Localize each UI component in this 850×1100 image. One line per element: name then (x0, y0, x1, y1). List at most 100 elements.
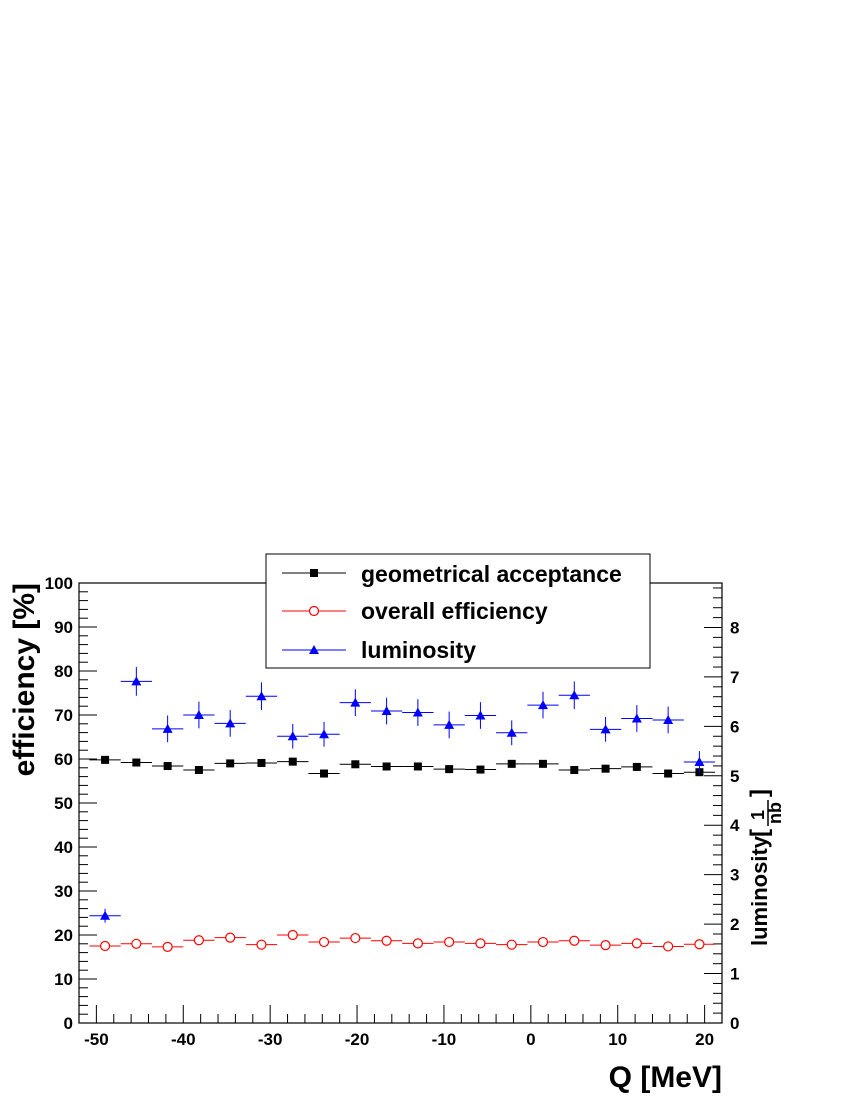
y-tick-label: 60 (54, 750, 73, 769)
data-point-efficiency (225, 932, 236, 943)
x-tick-label: -30 (258, 1030, 283, 1049)
data-point-acceptance (382, 762, 391, 771)
data-point-efficiency (162, 941, 173, 952)
data-point-luminosity (193, 710, 204, 719)
legend-marker-acceptance (310, 569, 318, 577)
data-point-efficiency (350, 932, 361, 944)
y-tick-label: 70 (54, 706, 73, 725)
y2-tick-label: 7 (730, 668, 739, 687)
y-tick-label: 90 (54, 618, 73, 637)
data-point-luminosity (506, 727, 517, 737)
y2-axis-label-main: luminosity (747, 835, 772, 946)
data-point-efficiency (537, 936, 549, 948)
data-point-luminosity (381, 706, 392, 716)
data-point-efficiency (287, 929, 298, 941)
legend-marker-efficiency (308, 605, 320, 617)
data-point-luminosity (225, 718, 236, 728)
data-point-efficiency (475, 938, 486, 949)
data-point-efficiency (506, 939, 517, 950)
data-point-acceptance (163, 762, 172, 771)
data-point-efficiency (193, 935, 205, 946)
data-point-acceptance (226, 759, 235, 768)
legend-label-acceptance: geometrical acceptance (361, 561, 622, 587)
data-point-luminosity (319, 729, 330, 739)
data-point-acceptance (288, 757, 297, 766)
data-point-acceptance (132, 758, 141, 767)
data-point-luminosity (100, 910, 111, 920)
legend-entry-acceptance: geometrical acceptance (282, 561, 622, 587)
y2-axis-bracket-close: ] (746, 789, 773, 797)
y2-tick-label: 0 (730, 1014, 739, 1033)
series-geometrical-acceptance (89, 755, 716, 778)
data-point-efficiency (131, 938, 142, 949)
x-axis: -50 -40 -30 -20 -10 0 10 20 (84, 1005, 714, 1049)
y-axis-right: 0 1 2 3 4 5 6 7 8 (704, 587, 740, 1033)
data-point-acceptance (101, 755, 110, 764)
data-point-acceptance (194, 766, 203, 774)
data-point-efficiency (444, 936, 455, 948)
y2-tick-label: 5 (730, 767, 739, 786)
data-point-efficiency (694, 939, 705, 950)
y-tick-label: 30 (54, 882, 73, 901)
data-point-acceptance (632, 762, 641, 771)
data-layer (89, 667, 716, 952)
data-point-efficiency (99, 940, 111, 952)
y2-tick-label: 1 (730, 965, 739, 984)
data-point-acceptance (413, 762, 422, 771)
x-tick-label: -20 (345, 1030, 370, 1049)
data-point-luminosity (631, 713, 642, 723)
data-point-luminosity (663, 714, 674, 724)
x-tick-label: -40 (171, 1030, 196, 1049)
y-tick-label: 40 (54, 838, 73, 857)
y2-axis-unit-denominator: nb (765, 802, 785, 824)
data-point-efficiency (412, 938, 423, 949)
data-point-luminosity (287, 731, 298, 741)
data-point-luminosity (131, 676, 142, 686)
series-overall-efficiency (89, 929, 716, 952)
data-point-acceptance (539, 759, 548, 768)
data-point-luminosity (412, 707, 423, 717)
data-point-acceptance (601, 764, 610, 773)
y2-axis-unit-numerator: 1 (748, 810, 768, 820)
data-point-luminosity (694, 756, 705, 766)
legend-marker-luminosity (309, 645, 319, 654)
data-point-luminosity (162, 723, 173, 733)
y-tick-label: 80 (54, 662, 73, 681)
data-point-acceptance (351, 760, 360, 769)
y-tick-label: 100 (45, 574, 73, 593)
x-tick-label: -10 (432, 1030, 457, 1049)
y-tick-label: 50 (54, 794, 73, 813)
data-point-efficiency (318, 936, 330, 948)
data-point-luminosity (350, 697, 361, 707)
data-point-acceptance (507, 759, 516, 768)
data-point-luminosity (538, 700, 549, 710)
x-tick-label: 10 (608, 1030, 627, 1049)
legend-entry-luminosity: luminosity (282, 637, 476, 663)
y-tick-label: 10 (54, 970, 73, 989)
data-point-efficiency (663, 941, 674, 952)
data-point-efficiency (631, 938, 642, 949)
data-point-acceptance (320, 769, 329, 778)
y2-tick-label: 8 (730, 618, 739, 637)
data-point-luminosity (475, 710, 486, 720)
x-tick-label: 0 (526, 1030, 535, 1049)
data-point-efficiency (600, 940, 611, 951)
x-tick-label: -50 (84, 1030, 109, 1049)
y-axis-left: 0 10 20 30 40 50 60 70 80 90 100 (45, 574, 97, 1033)
y2-axis-bracket-open: [ (746, 829, 773, 837)
x-axis-label: Q [MeV] (609, 1061, 722, 1094)
y-tick-label: 0 (64, 1014, 73, 1033)
data-point-efficiency (381, 935, 392, 946)
data-point-acceptance (445, 765, 454, 774)
data-point-luminosity (444, 719, 455, 729)
y2-axis-label: luminosity [ 1 nb ] (746, 789, 785, 946)
data-point-luminosity (256, 691, 267, 701)
data-point-efficiency (569, 935, 580, 946)
y-tick-label: 20 (54, 926, 73, 945)
legend-entry-efficiency: overall efficiency (282, 598, 548, 624)
data-point-acceptance (476, 765, 485, 774)
legend: geometrical acceptance overall efficienc… (265, 553, 651, 669)
data-point-luminosity (600, 724, 611, 734)
y2-tick-label: 4 (730, 816, 740, 835)
